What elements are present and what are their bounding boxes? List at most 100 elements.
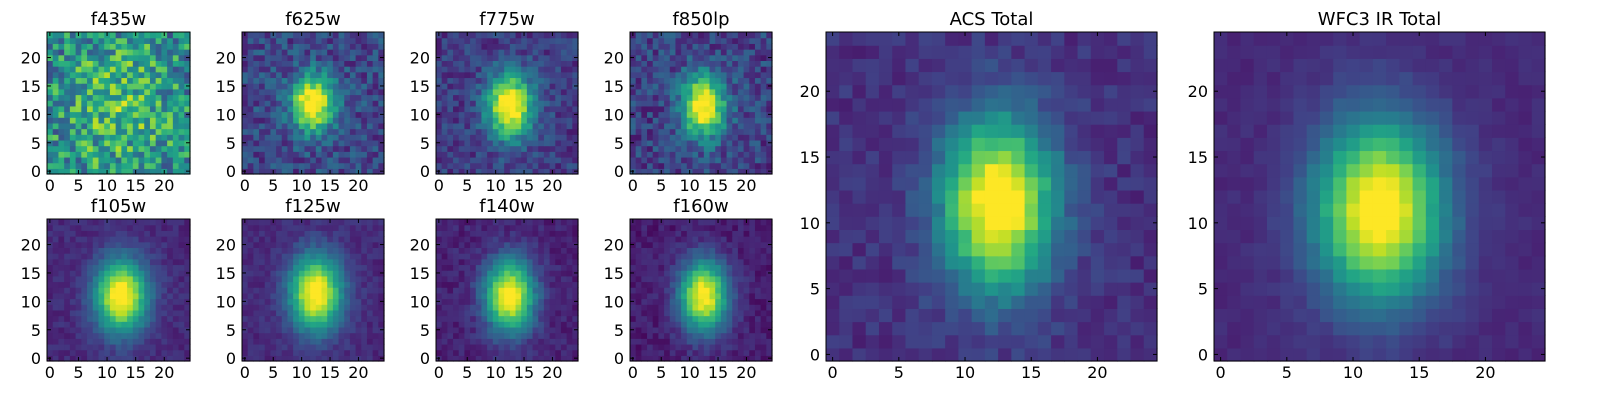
heatmap-cell [115,145,122,152]
heatmap-cell [75,253,82,260]
heatmap-cell [64,168,71,175]
heatmap-cell [87,32,94,39]
heatmap-cell [754,349,762,356]
heatmap-cell [109,309,117,317]
heatmap-cell [155,270,162,277]
heatmap-cell [167,43,174,50]
heatmap-cell [726,134,733,141]
heatmap-cell [675,349,682,356]
heatmap-cell [92,105,100,113]
heatmap-cell [749,343,756,351]
heatmap-cell [64,230,71,237]
heatmap-cell [293,71,300,79]
heatmap-cell [703,145,711,152]
heatmap-cell [121,100,128,107]
heatmap-cell [543,247,551,254]
heatmap-cell [635,338,642,345]
heatmap-cell [515,224,522,231]
heatmap-cell [281,355,289,362]
heatmap-cell [487,275,494,283]
heatmap-cell [115,224,122,231]
heatmap-cell [726,292,733,300]
heatmap-cell [475,145,483,152]
heatmap-cell [532,43,539,50]
heatmap-cell [526,287,534,294]
heatmap-cell [172,253,180,260]
heatmap-cell [349,54,357,61]
heatmap-cell [441,287,448,294]
heatmap-cell [87,326,94,334]
heatmap-cell [754,54,762,61]
heatmap-cell [270,83,277,90]
heatmap-cell [475,258,483,266]
heatmap-cell [104,247,111,254]
heatmap-cell [138,258,145,266]
heatmap-cell [543,224,551,231]
heatmap-cell [155,145,162,152]
heatmap-cell [264,83,271,90]
heatmap-cell [81,32,88,39]
heatmap-cell [355,321,362,328]
heatmap-cell [686,321,694,328]
heatmap-cell [64,298,71,305]
heatmap-cell [641,117,648,124]
heatmap-cell [69,88,77,96]
heatmap-cell [127,355,134,362]
heatmap-cell [127,253,134,260]
plot-frame [435,218,579,362]
heatmap-cell [361,241,368,248]
heatmap-cell [498,71,505,79]
heatmap-cell [87,128,94,135]
heatmap-cell [92,128,100,135]
heatmap-cell [504,88,511,96]
heatmap-cell [69,270,77,277]
heatmap-cell [64,292,71,300]
heatmap-cell [58,66,65,73]
heatmap-cell [538,298,545,305]
heatmap-cell [555,332,562,339]
heatmap-cell [766,309,773,317]
heatmap-cell [361,321,368,328]
heatmap-cell [310,355,317,362]
heatmap-cell [138,32,145,39]
heatmap-cell [276,253,283,260]
heatmap-cell [321,275,328,283]
x-tick-label: 10 [485,363,505,382]
heatmap-cell [635,83,642,90]
heatmap-cell [247,236,254,243]
heatmap-cell [92,241,100,248]
heatmap-cell [69,355,77,362]
heatmap-cell [104,94,111,101]
heatmap-cell [549,54,556,61]
heatmap-cell [109,88,117,96]
heatmap-cell [766,60,773,67]
heatmap-cell [720,162,728,169]
heatmap-cell [555,105,562,113]
heatmap-cell [726,43,733,50]
heatmap-cell [310,332,317,339]
heatmap-cell [81,77,88,84]
heatmap-cell [766,71,773,79]
x-tick-label: 5 [268,176,278,195]
heatmap-cell [338,111,345,118]
heatmap-cell [87,287,94,294]
heatmap-cell [504,236,511,243]
heatmap-cell [247,83,254,90]
heatmap-cell [293,94,300,101]
heatmap-cell [315,162,323,169]
heatmap-cell [338,77,345,84]
heatmap-cell [681,66,688,73]
heatmap-cell [498,326,505,334]
heatmap-cell [754,156,762,164]
heatmap-cell [104,241,111,248]
heatmap-cell [349,258,357,266]
heatmap-cell [155,355,162,362]
heatmap-cell [675,100,682,107]
heatmap-cell [115,37,122,44]
heatmap-cell [436,145,443,152]
heatmap-cell [281,343,289,351]
heatmap-cell [315,343,323,351]
heatmap-cell [253,60,260,67]
heatmap-cell [475,128,483,135]
heatmap-cell [178,162,185,169]
